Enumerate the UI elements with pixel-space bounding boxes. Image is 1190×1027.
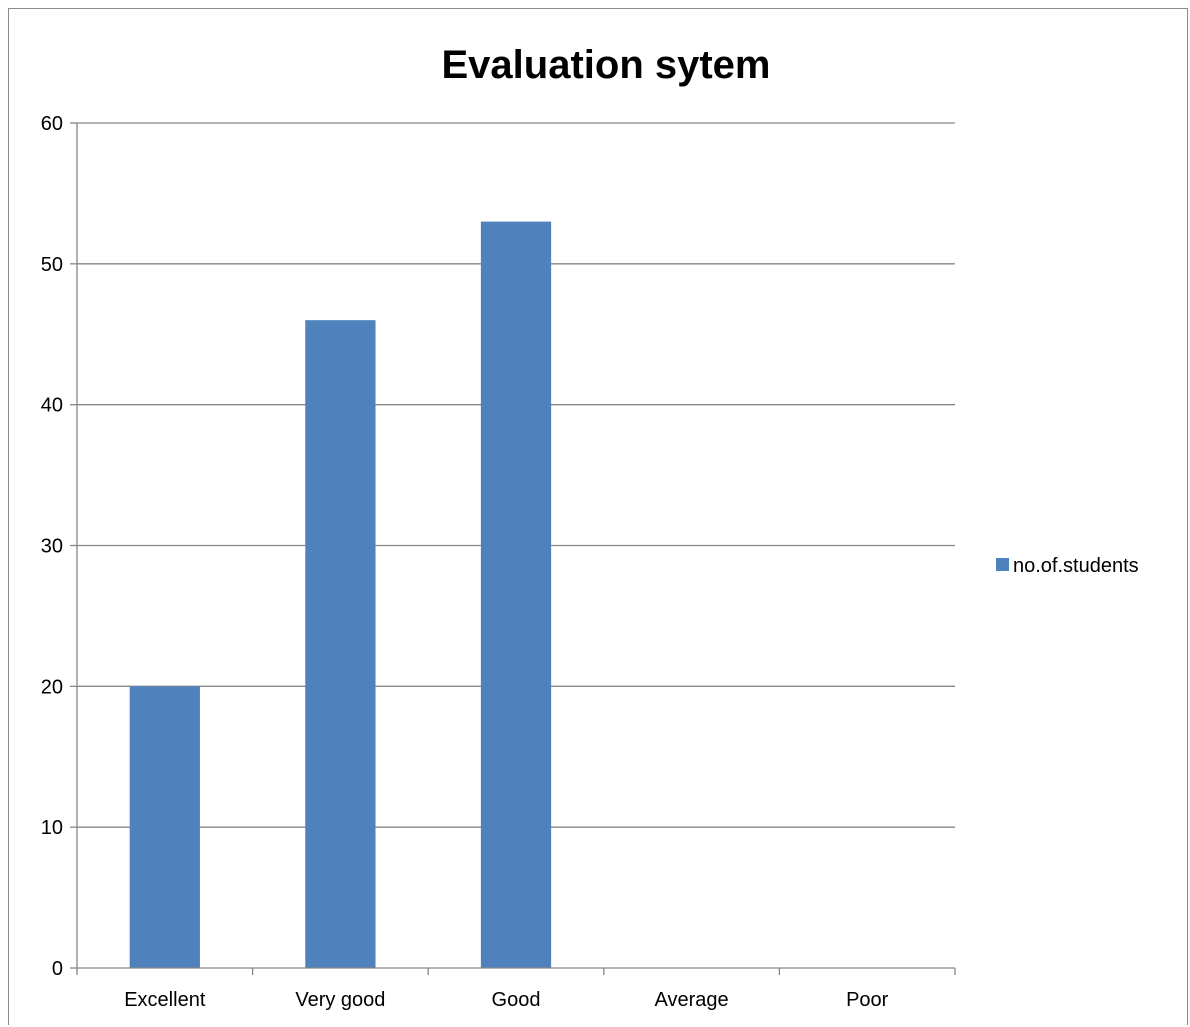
legend-swatch <box>996 558 1009 571</box>
legend-label: no.of.students <box>1013 555 1139 577</box>
y-tick-label: 30 <box>41 536 63 558</box>
y-tick-label: 60 <box>41 113 63 135</box>
chart-container <box>8 8 1188 1025</box>
legend: no.of.students <box>996 555 1139 577</box>
bar-very-good <box>305 320 376 969</box>
y-tick-label: 50 <box>41 254 63 276</box>
bars <box>129 221 552 969</box>
y-tick-labels: 0 10 20 30 40 50 60 <box>41 113 63 980</box>
x-tick-label: Very good <box>295 989 385 1011</box>
x-tick-labels: Excellent Very good Good Average Poor <box>124 989 888 1011</box>
bar-excellent <box>129 686 200 968</box>
y-tick-label: 20 <box>41 676 63 698</box>
x-tick-label: Poor <box>846 989 889 1011</box>
chart-title: Evaluation sytem <box>441 43 770 87</box>
x-tick-label: Average <box>655 989 729 1011</box>
bar-good <box>480 221 552 969</box>
axes <box>70 122 956 975</box>
y-tick-label: 40 <box>41 395 63 417</box>
y-tick-label: 0 <box>52 958 63 980</box>
x-tick-label: Excellent <box>124 989 206 1011</box>
y-tick-label: 10 <box>41 817 63 839</box>
x-tick-label: Good <box>492 989 541 1011</box>
